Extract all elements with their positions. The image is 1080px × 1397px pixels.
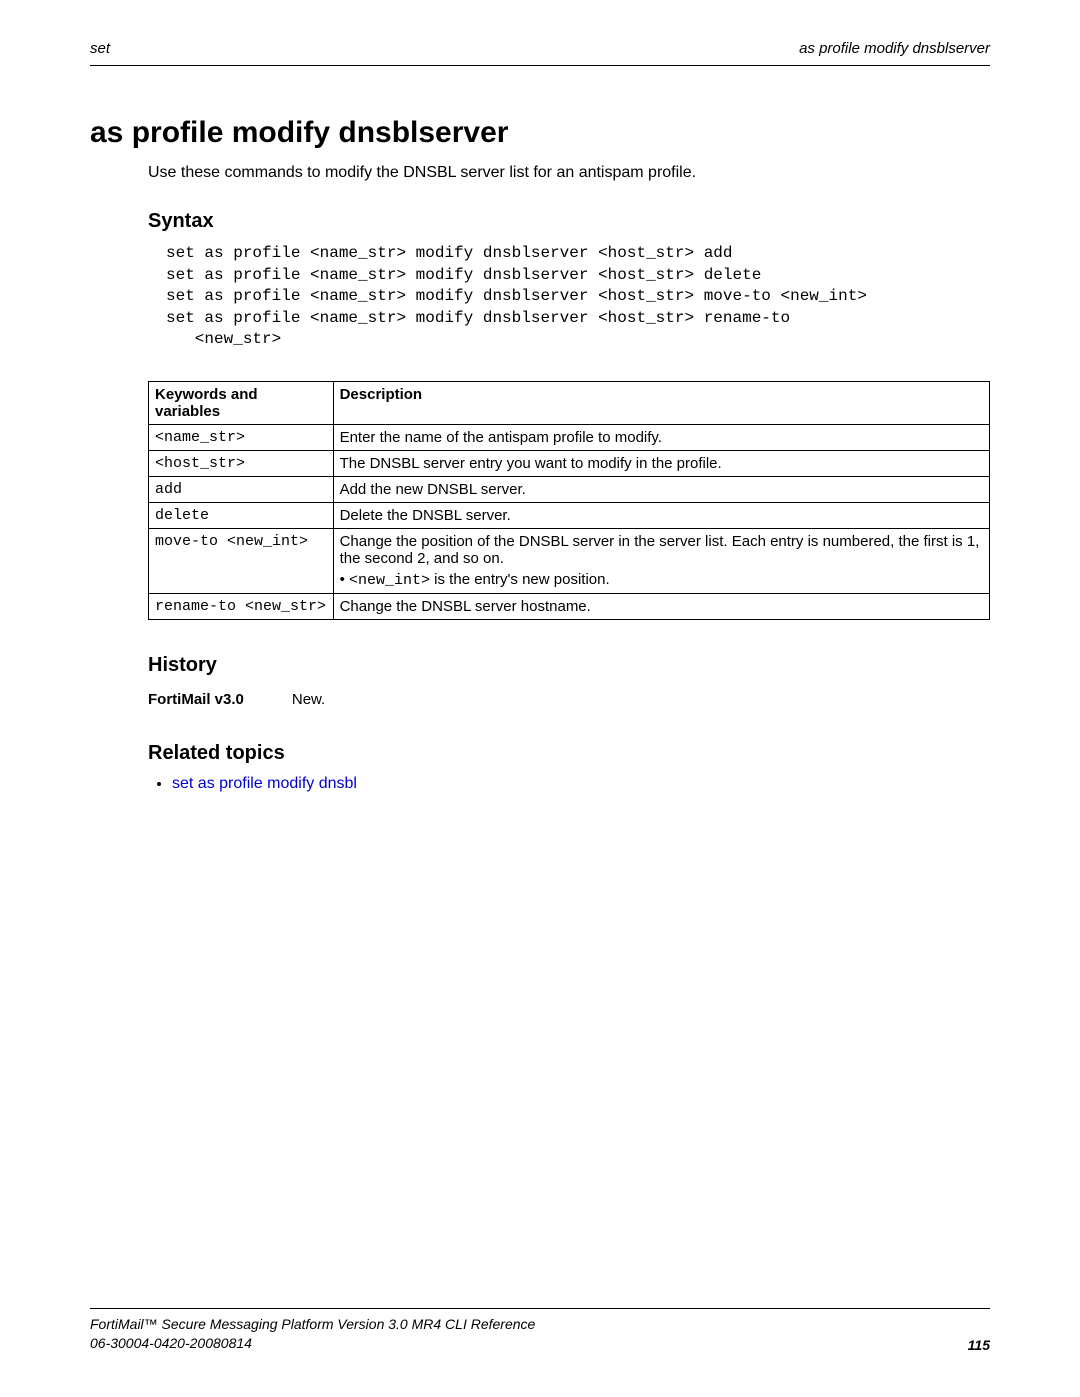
table-description: Enter the name of the antispam profile t… [333,424,989,450]
footer-line2: 06-30004-0420-20080814 [90,1334,535,1353]
related-heading: Related topics [148,742,990,765]
history-value: New. [292,691,325,708]
table-header-description: Description [333,381,989,424]
table-keyword: <host_str> [149,450,334,476]
syntax-block: set as profile <name_str> modify dnsblse… [166,243,990,351]
table-row: <name_str> Enter the name of the antispa… [149,424,990,450]
header-left: set [90,40,110,57]
related-list: set as profile modify dnsbl [148,775,990,793]
table-keyword: <name_str> [149,424,334,450]
table-row: delete Delete the DNSBL server. [149,502,990,528]
history-heading: History [148,654,990,677]
table-description: Add the new DNSBL server. [333,476,989,502]
table-description: Change the position of the DNSBL server … [333,528,989,593]
table-desc-sub: • <new_int> is the entry's new position. [340,571,983,589]
syntax-heading: Syntax [148,210,990,233]
table-keyword: move-to <new_int> [149,528,334,593]
table-keyword: add [149,476,334,502]
table-keyword: delete [149,502,334,528]
page-footer: FortiMail™ Secure Messaging Platform Ver… [90,1308,990,1353]
table-keyword: rename-to <new_str> [149,593,334,619]
related-link[interactable]: set as profile modify dnsbl [172,775,357,792]
footer-line1: FortiMail™ Secure Messaging Platform Ver… [90,1315,535,1334]
intro-text: Use these commands to modify the DNSBL s… [148,164,990,182]
table-header-keywords: Keywords and variables [149,381,334,424]
history-label: FortiMail v3.0 [148,691,244,708]
table-row: move-to <new_int> Change the position of… [149,528,990,593]
table-description: The DNSBL server entry you want to modif… [333,450,989,476]
page-title: as profile modify dnsblserver [90,116,990,150]
history-row: FortiMail v3.0 New. [148,691,990,708]
page-header: set as profile modify dnsblserver [90,40,990,57]
table-description: Delete the DNSBL server. [333,502,989,528]
table-row: rename-to <new_str> Change the DNSBL ser… [149,593,990,619]
keywords-table: Keywords and variables Description <name… [148,381,990,620]
header-right: as profile modify dnsblserver [799,40,990,57]
table-desc-main: Change the position of the DNSBL server … [340,533,980,567]
related-item: set as profile modify dnsbl [172,775,990,793]
table-description: Change the DNSBL server hostname. [333,593,989,619]
header-rule [90,65,990,66]
footer-left: FortiMail™ Secure Messaging Platform Ver… [90,1315,535,1353]
footer-rule [90,1308,990,1309]
table-row: add Add the new DNSBL server. [149,476,990,502]
page-number: 115 [968,1337,990,1353]
table-row: <host_str> The DNSBL server entry you wa… [149,450,990,476]
